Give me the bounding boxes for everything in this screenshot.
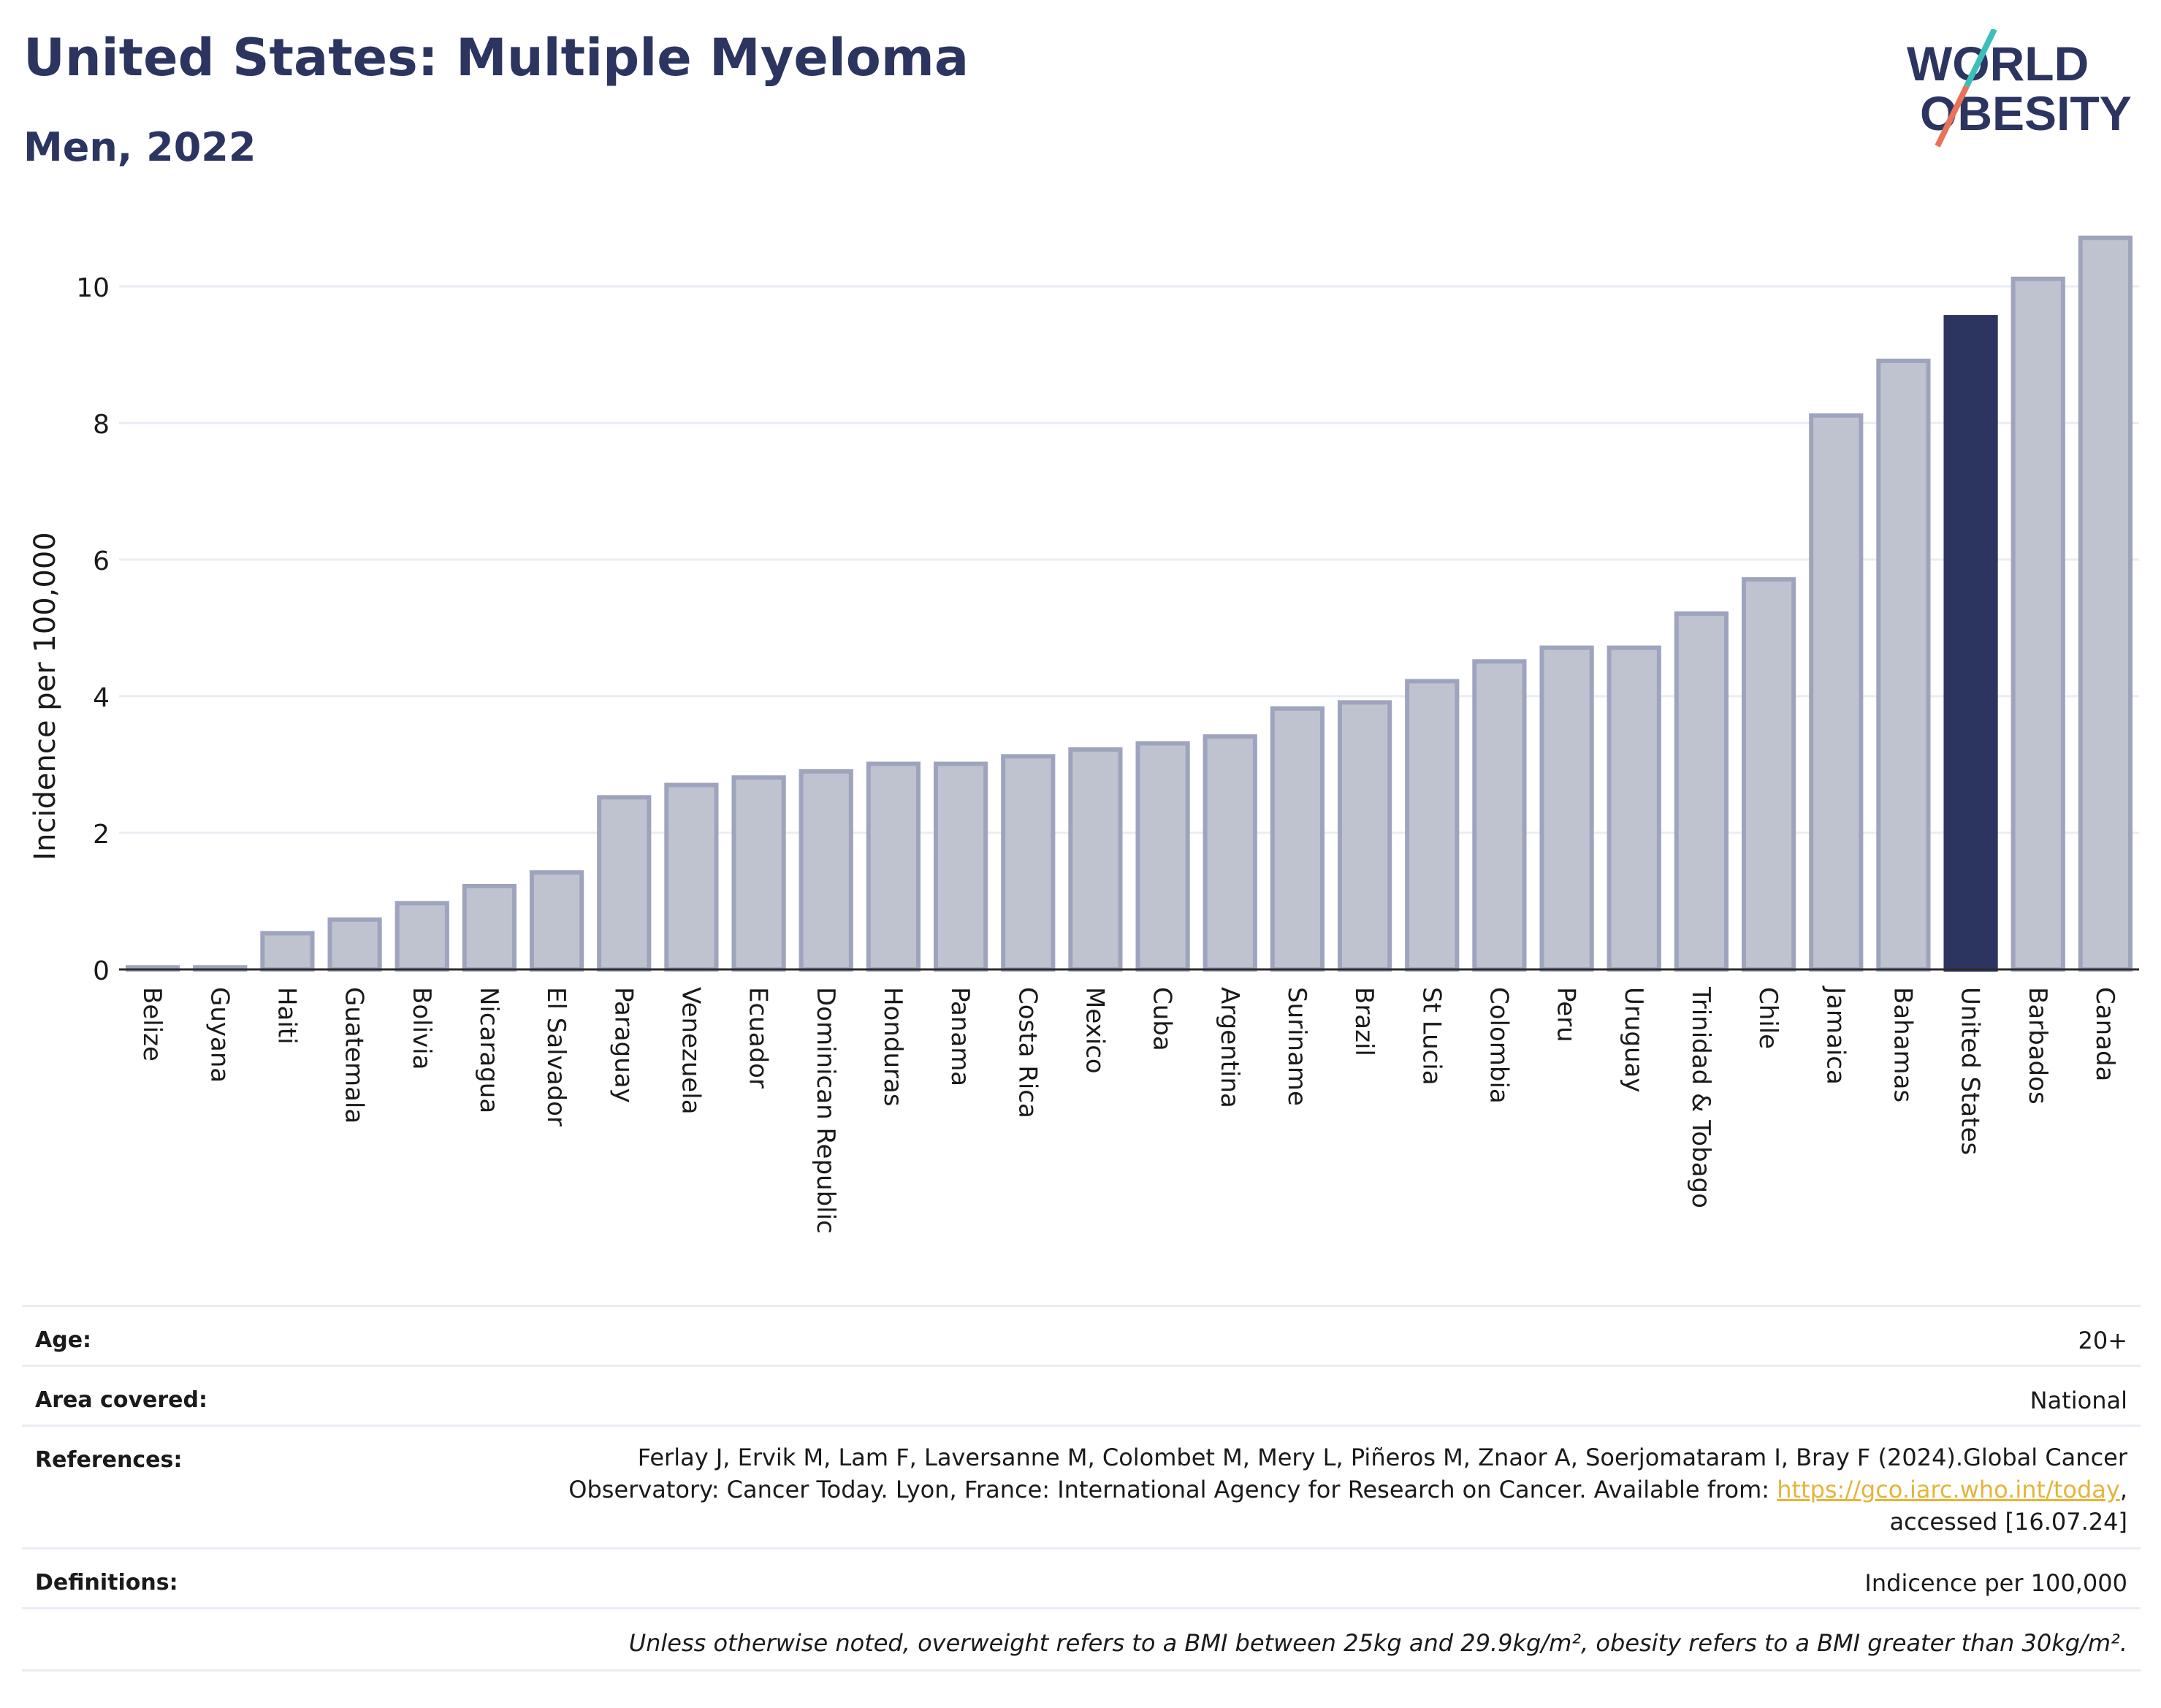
x-tick-label: Bahamas — [1888, 987, 1917, 1102]
world-obesity-logo: WORLD OBESITY — [1907, 29, 2132, 148]
meta-row-age: Age: 20+ — [22, 1305, 2141, 1367]
x-tick-label: Venezuela — [676, 987, 705, 1115]
bar-el-salvador — [529, 870, 584, 972]
meta-row-area: Area covered: National — [22, 1365, 2141, 1427]
bar-peru — [1539, 645, 1594, 972]
bar-colombia — [1472, 659, 1527, 972]
x-tick-label: Canada — [2090, 987, 2119, 1081]
logo-word-1: WORLD — [1907, 37, 2089, 91]
x-tick-label: Jamaica — [1821, 985, 1850, 1085]
bar-united-states — [1943, 315, 1998, 972]
logo-slash-coral — [1935, 85, 1970, 148]
bars — [125, 235, 2133, 972]
bar-nicaragua — [462, 883, 517, 972]
meta-row-definitions: Definitions: Indicence per 100,000 — [22, 1547, 2141, 1609]
y-tick-label: 8 — [93, 410, 110, 440]
references-line-3: accessed [16.07.24] — [1889, 1508, 2127, 1536]
bar-trinidad-tobago — [1674, 611, 1729, 972]
x-tick-label: Nicaragua — [474, 987, 503, 1113]
definitions-value: Indicence per 100,000 — [1864, 1569, 2127, 1597]
bar-uruguay — [1607, 645, 1661, 972]
x-tick-label: Uruguay — [1619, 987, 1648, 1093]
x-tick-label: Ecuador — [744, 987, 773, 1089]
bar-costa-rica — [1001, 754, 1056, 972]
x-tick-label: Dominican Republic — [811, 987, 840, 1234]
references-line-2: Observatory: Cancer Today. Lyon, France:… — [568, 1473, 2127, 1506]
bar-canada — [2078, 235, 2133, 972]
bar-guatemala — [327, 917, 382, 972]
x-tick-label: Chile — [1753, 987, 1783, 1049]
chart-subtitle: Men, 2022 — [23, 124, 256, 170]
references-link[interactable]: https://gco.iarc.who.int/today — [1777, 1476, 2120, 1503]
bar-ecuador — [731, 775, 786, 972]
bar-cuba — [1135, 741, 1190, 972]
x-tick-label: Guatemala — [340, 987, 369, 1124]
x-tick-label: Belize — [137, 987, 167, 1061]
x-tick-label: Haiti — [272, 987, 301, 1045]
references-line-1: Ferlay J, Ervik M, Lam F, Laversanne M, … — [637, 1444, 2127, 1471]
x-tick-label: Costa Rica — [1013, 987, 1042, 1118]
bar-jamaica — [1809, 413, 1864, 972]
meta-row-references: References: Ferlay J, Ervik M, Lam F, La… — [22, 1425, 2141, 1549]
y-tick-label: 2 — [93, 820, 110, 850]
x-tick-label: Panama — [945, 987, 975, 1086]
y-tick-label: 10 — [76, 273, 110, 303]
x-tick-label: Barbados — [2023, 987, 2052, 1105]
bar-barbados — [2011, 276, 2065, 972]
bar-mexico — [1068, 747, 1123, 972]
x-tick-label: Guyana — [205, 987, 234, 1083]
x-tick-label: United States — [1956, 987, 1985, 1155]
x-tick-label: St Lucia — [1417, 987, 1446, 1086]
bar-st-lucia — [1405, 679, 1460, 972]
logo-slash-teal — [1964, 29, 1997, 88]
x-tick-label: El Salvador — [541, 987, 571, 1126]
x-tick-label: Cuba — [1148, 987, 1177, 1051]
chart-title: United States: Multiple Myeloma — [23, 28, 969, 88]
bmi-note: Unless otherwise noted, overweight refer… — [628, 1629, 2127, 1657]
area-value: National — [2029, 1387, 2127, 1414]
x-tick-label: Colombia — [1484, 987, 1513, 1104]
y-tick-label: 4 — [93, 683, 110, 713]
bar-panama — [933, 761, 988, 972]
bar-haiti — [260, 931, 315, 972]
definitions-label: Definitions: — [35, 1570, 178, 1595]
bar-bahamas — [1876, 358, 1931, 972]
y-tick-labels: 0 2 4 6 8 10 — [76, 273, 110, 986]
area-label: Area covered: — [35, 1387, 207, 1413]
x-tick-label: Honduras — [878, 987, 907, 1107]
x-tick-label: Mexico — [1080, 987, 1109, 1074]
age-label: Age: — [35, 1327, 92, 1353]
bar-honduras — [866, 761, 921, 972]
age-value: 20+ — [2078, 1327, 2127, 1354]
x-tick-label: Peru — [1552, 987, 1581, 1042]
y-tick-label: 6 — [93, 546, 110, 576]
references-label: References: — [35, 1447, 183, 1473]
bar-chart: 0 2 4 6 8 10 Belize Guyana Haiti Guatemala Bolivi… — [28, 235, 2139, 1234]
bar-paraguay — [597, 795, 652, 972]
bar-brazil — [1337, 700, 1392, 972]
x-tick-label: Brazil — [1349, 987, 1379, 1056]
bar-dominican-republic — [799, 769, 853, 972]
x-tick-label: Suriname — [1282, 987, 1311, 1106]
references-text: Observatory: Cancer Today. Lyon, France:… — [568, 1476, 1777, 1503]
x-tick-label: Argentina — [1215, 987, 1244, 1108]
x-tick-label: Paraguay — [609, 987, 638, 1103]
bar-venezuela — [664, 782, 719, 972]
y-axis-label: Incidence per 100,000 — [28, 532, 62, 861]
meta-row-note: Unless otherwise noted, overweight refer… — [22, 1607, 2141, 1671]
bar-bolivia — [395, 901, 449, 972]
bar-suriname — [1270, 706, 1325, 972]
bar-chile — [1741, 577, 1796, 972]
references-value: Ferlay J, Ervik M, Lam F, Laversanne M, … — [568, 1441, 2127, 1538]
grid-lines — [119, 285, 2139, 834]
x-tick-label: Bolivia — [407, 987, 436, 1070]
x-tick-label: Trinidad & Tobago — [1686, 986, 1715, 1208]
x-tick-labels: Belize Guyana Haiti Guatemala Bolivia Nicarag… — [137, 985, 2119, 1234]
bar-argentina — [1203, 734, 1257, 972]
references-comma: , — [2119, 1476, 2127, 1503]
y-tick-label: 0 — [93, 956, 110, 986]
